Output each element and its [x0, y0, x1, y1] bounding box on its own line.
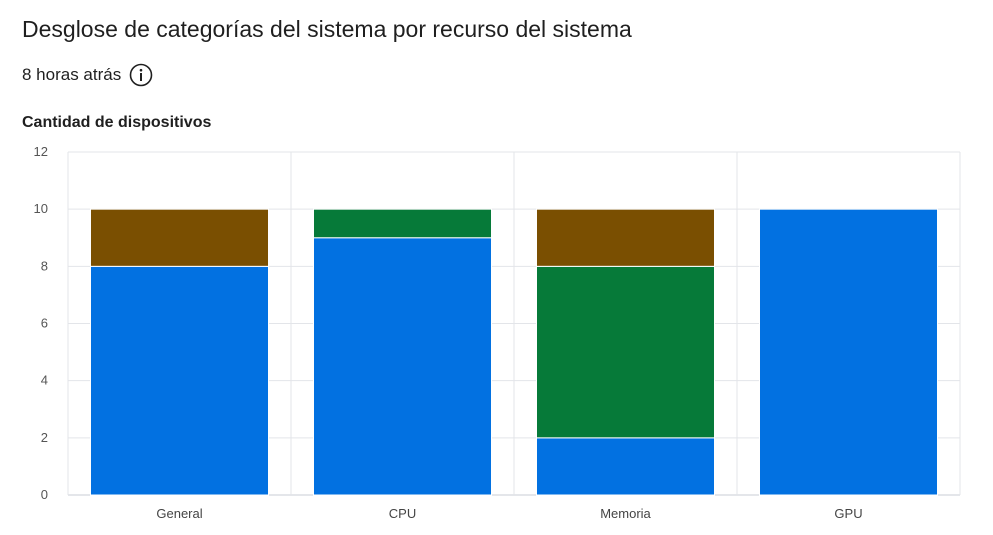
bar-segment	[536, 265, 715, 439]
y-tick-label: 8	[41, 258, 48, 273]
y-tick-label: 4	[41, 373, 48, 388]
timestamp-text: 8 horas atrás	[22, 65, 122, 84]
timestamp-row: 8 horas atrás	[22, 63, 153, 87]
x-tick-label: General	[156, 506, 202, 521]
y-axis-label: Cantidad de dispositivos	[22, 114, 212, 131]
bar-segment	[90, 208, 269, 267]
info-icon[interactable]	[129, 63, 153, 87]
y-tick-label: 6	[41, 316, 48, 331]
bar-segment	[313, 237, 492, 496]
y-tick-label: 10	[34, 201, 48, 216]
chart-title: Desglose de categorías del sistema por r…	[22, 16, 632, 42]
x-tick-label: Memoria	[600, 506, 651, 521]
y-tick-label: 0	[41, 487, 48, 502]
x-tick-label: GPU	[834, 506, 862, 521]
bar-segment	[536, 208, 715, 267]
bar-segment	[536, 437, 715, 496]
x-tick-label: CPU	[389, 506, 416, 521]
bar-segment	[90, 265, 269, 496]
bar-segment	[759, 208, 938, 496]
bar-segment	[313, 208, 492, 239]
y-tick-label: 12	[34, 144, 48, 159]
y-tick-label: 2	[41, 430, 48, 445]
